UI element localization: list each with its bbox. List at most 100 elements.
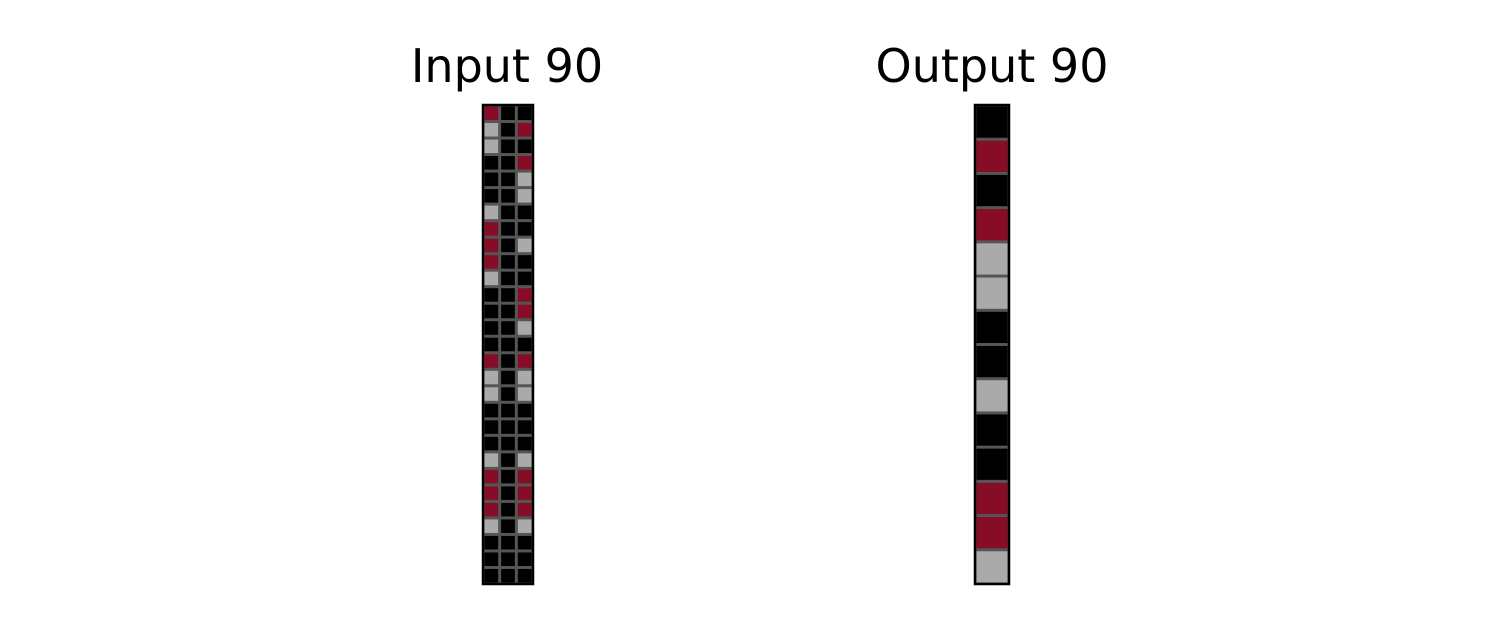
output-grid-cell [976, 106, 1008, 138]
input-grid-cell [501, 387, 515, 401]
input-grid-cell [501, 502, 515, 517]
input-grid-cell [484, 172, 499, 187]
input-grid-cell [501, 139, 515, 154]
input-grid-cell [501, 337, 515, 352]
input-grid-cell [484, 436, 499, 451]
output-grid-cell [976, 140, 1008, 172]
input-grid-cell [484, 420, 499, 434]
input-grid-cell [517, 387, 532, 401]
input-grid-cell [517, 106, 532, 121]
input-grid-cell [501, 189, 515, 203]
input-grid-cell [501, 568, 515, 583]
input-grid-cell [501, 420, 515, 434]
input-grid-cell [484, 486, 499, 500]
input-grid-cell [517, 255, 532, 269]
input-grid-cell [501, 222, 515, 236]
input-grid-cell [517, 222, 532, 236]
input-grid-cell [517, 453, 532, 467]
input-grid-cell [484, 469, 499, 484]
input-grid-cell [501, 436, 515, 451]
input-grid-cell [484, 271, 499, 286]
input-grid-cell [517, 502, 532, 517]
input-grid-cell [501, 486, 515, 500]
input-panel-title: Input 90 [410, 39, 604, 93]
input-grid-cell [501, 255, 515, 269]
input-grid-cell [484, 453, 499, 467]
output-grid-border [973, 103, 1011, 586]
input-grid-cell [484, 288, 499, 302]
input-grid-cell [517, 304, 532, 319]
input-grid-cell [484, 205, 499, 220]
input-grid-cell [517, 436, 532, 451]
input-grid-cell [501, 535, 515, 550]
input-grid-cell [501, 552, 515, 566]
output-grid-cell [976, 414, 1008, 446]
input-grid-cell [517, 139, 532, 154]
input-grid-cell [484, 156, 499, 170]
input-grid-cell [484, 139, 499, 154]
input-grid-cell [517, 535, 532, 550]
input-grid-cell [501, 271, 515, 286]
input-grid-cell [501, 354, 515, 368]
input-grid-cell [484, 321, 499, 335]
input-grid-cell [484, 354, 499, 368]
input-grid-cell [501, 304, 515, 319]
input-grid-cell [517, 337, 532, 352]
input-grid-cell [484, 222, 499, 236]
output-grid-cell [976, 551, 1008, 583]
output-grid-cell [976, 311, 1008, 343]
input-grid-cell [484, 304, 499, 319]
input-grid-cell [484, 370, 499, 385]
input-grid-cell [484, 403, 499, 418]
input-grid-cell [517, 156, 532, 170]
input-grid-cell [501, 123, 515, 137]
input-grid-cell [517, 469, 532, 484]
input-grid-cell [501, 370, 515, 385]
input-grid-cell [517, 354, 532, 368]
output-grid-cell [976, 174, 1008, 207]
input-grid-cell [517, 172, 532, 187]
input-grid-cell [484, 189, 499, 203]
input-grid-cell [501, 205, 515, 220]
input-grid-cell [484, 535, 499, 550]
output-grid-cell [976, 448, 1008, 480]
input-grid-cell [517, 486, 532, 500]
input-grid-border [481, 103, 535, 586]
input-grid-cell [484, 552, 499, 566]
input-grid-cell [517, 568, 532, 583]
input-grid-cell [501, 519, 515, 533]
output-grid-cell [976, 517, 1008, 549]
output-grid-cell [976, 380, 1008, 412]
input-grid-cell [517, 370, 532, 385]
input-grid [481, 103, 535, 586]
input-grid-cell [484, 337, 499, 352]
output-panel-title: Output 90 [875, 39, 1109, 93]
input-grid-cell [517, 238, 532, 253]
input-grid-cell [501, 469, 515, 484]
input-grid-cell [484, 502, 499, 517]
input-grid-cell [517, 519, 532, 533]
input-grid-cell [517, 123, 532, 137]
input-grid-cell [484, 387, 499, 401]
input-grid-cell [501, 172, 515, 187]
input-grid-cell [484, 123, 499, 137]
input-grid-cell [484, 106, 499, 121]
input-grid-cell [501, 403, 515, 418]
input-grid-cell [517, 288, 532, 302]
input-grid-cell [501, 321, 515, 335]
input-grid-cell [484, 568, 499, 583]
output-grid-cell [976, 209, 1008, 241]
input-grid-cell [517, 403, 532, 418]
input-grid-cell [517, 189, 532, 203]
input-grid-cell [484, 519, 499, 533]
input-grid-cell [501, 288, 515, 302]
output-grid [973, 103, 1011, 586]
output-grid-cell [976, 482, 1008, 515]
output-grid-cell [976, 243, 1008, 275]
input-grid-cell [484, 238, 499, 253]
input-grid-cell [517, 321, 532, 335]
input-grid-cell [501, 156, 515, 170]
input-grid-cell [501, 106, 515, 121]
input-grid-cell [501, 238, 515, 253]
